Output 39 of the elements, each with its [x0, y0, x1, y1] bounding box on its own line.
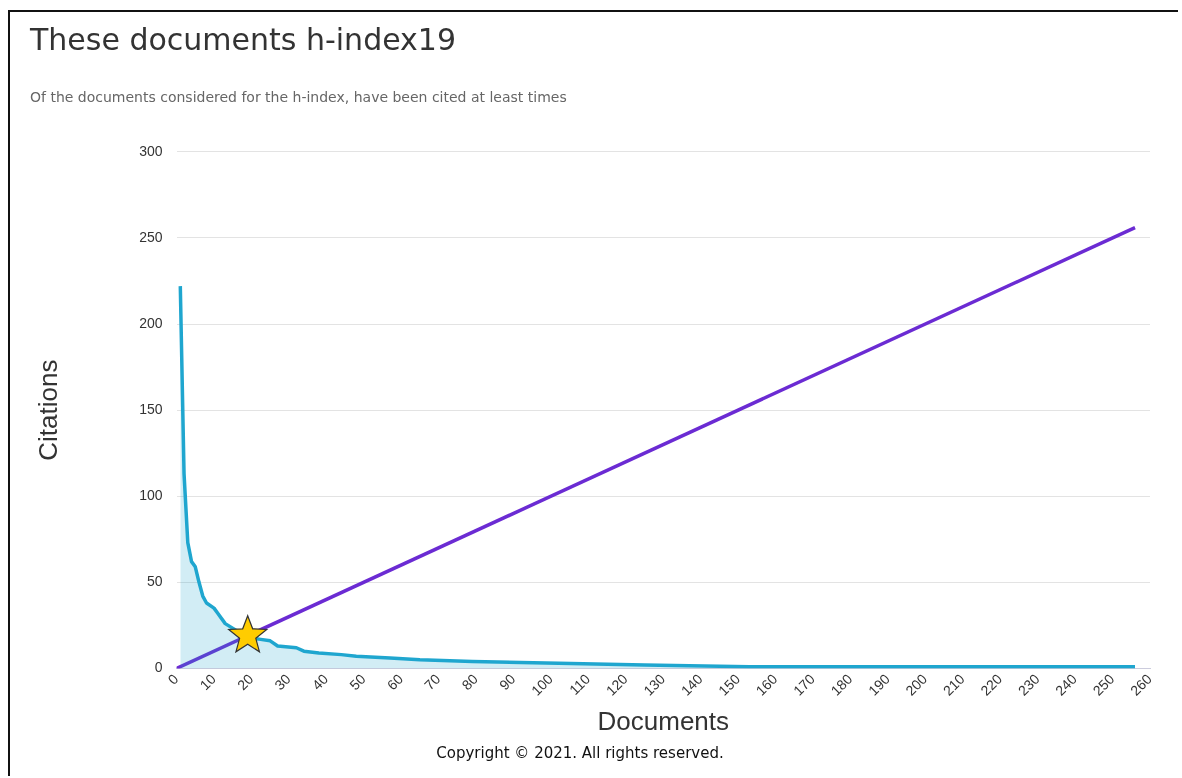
y-tick-label: 150 [139, 400, 163, 417]
x-tick-label: 170 [790, 670, 819, 699]
x-tick-label: 70 [421, 670, 444, 694]
x-tick-label: 210 [939, 670, 968, 699]
x-tick-label: 160 [752, 670, 781, 699]
x-tick-label: 50 [346, 670, 369, 694]
x-tick-label: 230 [1014, 670, 1043, 699]
x-tick-label: 240 [1052, 670, 1081, 699]
x-tick-label: 110 [566, 670, 594, 698]
x-tick-label: 130 [640, 670, 669, 699]
x-tick-label: 220 [977, 670, 1006, 699]
chart-title: These documents h-index19 [29, 21, 457, 57]
x-tick-label: 190 [864, 670, 893, 699]
x-tick-label: 20 [233, 670, 257, 694]
x-tick-label: 40 [308, 670, 332, 694]
x-tick-label: 250 [1089, 670, 1118, 699]
x-tick-label: 150 [715, 670, 744, 699]
x-tick-label: 140 [677, 670, 706, 699]
x-tick-label: 10 [196, 670, 219, 694]
y-tick-label: 250 [139, 228, 163, 245]
y-tick-label: 200 [139, 314, 163, 331]
x-tick-label: 0 [164, 670, 182, 688]
x-tick-label: 180 [827, 670, 856, 699]
y-tick-label: 300 [139, 142, 163, 159]
x-tick-label: 80 [458, 670, 482, 694]
x-tick-label: 90 [496, 670, 519, 694]
y-axis-title: Citations [32, 359, 63, 461]
text: Copyright © 2021. All rights reserved. [435, 744, 725, 762]
x-tick-label: 30 [271, 670, 294, 694]
x-tick-label: 120 [602, 670, 631, 699]
chart-subtitle: Of the documents considered for the h-index, have been cited at least times [30, 89, 567, 106]
y-tick-label: 0 [154, 659, 163, 676]
y-tick-label: 50 [146, 573, 163, 590]
y-tick-label: 100 [139, 487, 163, 504]
x-tick-label: 60 [383, 670, 407, 694]
x-tick-label: 260 [1127, 670, 1155, 699]
x-tick-label: 100 [527, 670, 556, 699]
x-tick-label: 200 [902, 670, 931, 699]
x-axis-title: Documents [597, 705, 730, 736]
